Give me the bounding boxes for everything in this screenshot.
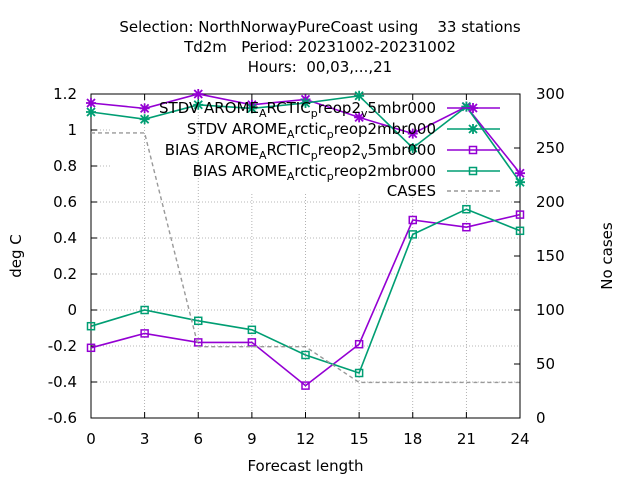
y2-tick-label: 200 [536,193,565,211]
data-point-2 [86,343,96,353]
x-tick-label: 15 [350,430,369,448]
y-tick-label: 1.2 [53,85,77,103]
x-tick-label: 6 [193,430,203,448]
y2-axis-label: No cases [598,222,616,290]
data-point-2 [408,215,417,225]
y2-tick-label: 50 [536,355,555,373]
legend-label-3: BIAS AROMEArcticpreop2mbr000 [193,162,436,183]
x-tick-label: 9 [247,430,257,448]
x-tick-label: 24 [510,430,529,448]
data-point-1 [300,98,311,108]
data-point-0 [515,168,525,179]
legend-marker-2 [468,145,478,155]
data-point-3 [515,226,525,236]
data-point-1 [86,107,96,117]
data-point-1 [354,90,365,101]
series-line-4 [91,132,520,384]
chart-title: Selection: NorthNorwayPureCoast using 33… [119,18,521,36]
data-point-3 [86,321,96,331]
data-point-0 [407,128,418,139]
legend-label-0: STDV AROMEARCTICpreop2v5mbr000 [159,99,436,120]
y-tick-label: 1 [67,121,77,139]
y-tick-label: -0.6 [48,409,77,427]
legend-label-2: BIAS AROMEARCTICpreop2v5mbr000 [165,141,436,162]
data-point-1 [461,101,472,112]
data-point-1 [407,143,418,153]
data-point-0 [86,98,96,108]
data-point-1 [515,177,525,188]
legend-marker-0 [468,103,478,113]
data-point-1 [139,114,150,125]
x-tick-label: 3 [140,430,150,448]
y2-tick-label: 0 [536,409,546,427]
y2-tick-label: 100 [536,301,565,319]
data-point-2 [515,210,525,219]
data-point-3 [408,230,417,239]
y-tick-label: -0.2 [48,337,77,355]
y2-tick-label: 150 [536,247,565,265]
legend-marker-3 [468,166,478,176]
legend-label-4: CASES [387,182,436,200]
legend-marker-1 [468,124,478,134]
y-tick-label: -0.4 [48,373,77,391]
data-point-0 [354,112,365,123]
y-axis-label: deg C [7,234,25,278]
x-tick-label: 21 [457,430,476,448]
series-line-3 [90,208,521,375]
y-tick-label: 0.6 [53,193,77,211]
y-tick-label: 0.4 [53,229,77,247]
data-point-3 [354,368,364,378]
y2-tick-label: 250 [536,139,565,157]
data-point-3 [194,316,203,326]
data-point-0 [139,103,150,114]
x-tick-label: 18 [403,430,422,448]
x-tick-label: 0 [86,430,96,448]
data-point-2 [247,338,257,347]
data-point-3 [462,204,471,214]
legend-label-1: STDV AROMEArcticpreop2mbr000 [187,120,436,141]
chart-subtitle: Td2m Period: 20231002-20231002 [184,38,456,56]
series-line-2 [90,213,521,387]
data-point-1 [193,99,204,110]
data-point-2 [354,339,364,349]
data-point-0 [193,89,204,99]
y-tick-label: 0.2 [53,265,77,283]
x-axis-label: Forecast length [247,457,363,475]
chart-hours: Hours: 00,03,...,21 [247,58,393,76]
x-tick-label: 12 [296,430,315,448]
data-point-1 [246,103,257,114]
data-point-2 [462,222,471,232]
y-tick-label: 0 [67,301,77,319]
data-point-3 [301,350,310,360]
data-point-2 [140,329,149,338]
data-point-3 [247,325,257,335]
y2-tick-label: 300 [536,85,565,103]
data-point-3 [140,305,149,315]
data-point-2 [301,381,310,390]
y-tick-label: 0.8 [53,157,77,175]
